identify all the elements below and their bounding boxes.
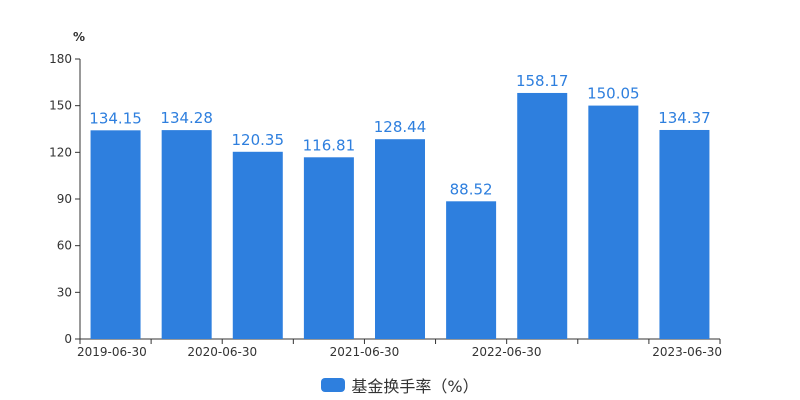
- bar[interactable]: [446, 201, 497, 339]
- bar-value-label: 88.52: [450, 180, 493, 198]
- y-tick-label: 30: [57, 285, 72, 299]
- bar[interactable]: [517, 92, 568, 339]
- bar-value-label: 120.35: [232, 131, 285, 149]
- bars: [90, 92, 710, 339]
- x-tick-label: 2022-06-30: [472, 345, 542, 359]
- y-tick-label: 180: [49, 52, 72, 66]
- legend[interactable]: 基金换手率（%）: [0, 372, 800, 398]
- bar-value-label: 116.81: [303, 136, 356, 154]
- y-tick-label: 150: [49, 99, 72, 113]
- bar[interactable]: [303, 157, 354, 339]
- x-tick-label: 2019-06-30: [77, 345, 147, 359]
- bar[interactable]: [659, 129, 710, 339]
- bar[interactable]: [375, 139, 425, 339]
- y-tick-label: 90: [57, 192, 72, 206]
- bar[interactable]: [161, 130, 212, 339]
- y-tick-label: 120: [49, 145, 72, 159]
- bar-value-label: 134.28: [160, 109, 213, 127]
- y-axis: 0 30 60 90 120 150 180: [49, 52, 81, 346]
- x-axis: 2019-06-30 2020-06-30 2021-06-30 2022-06-30…: [77, 338, 722, 359]
- bar[interactable]: [90, 130, 141, 339]
- x-tick-label: 2020-06-30: [187, 345, 257, 359]
- x-tick-label: 2021-06-30: [330, 345, 400, 359]
- bar-value-label: 128.44: [374, 118, 427, 136]
- legend-label: 基金换手率（%）: [351, 377, 479, 396]
- bar-value-label: 134.15: [89, 109, 142, 127]
- bar-value-label: 158.17: [516, 72, 569, 90]
- bar[interactable]: [588, 105, 639, 339]
- legend-swatch: [321, 378, 346, 392]
- bar-value-label: 150.05: [587, 85, 640, 103]
- data-labels: 134.15 134.28 120.35 116.81 128.44 88.52 158.1…: [89, 72, 710, 198]
- y-tick-label: 0: [64, 332, 72, 346]
- x-tick-label: 2023-06-30: [652, 345, 722, 359]
- y-tick-label: 60: [57, 239, 72, 253]
- y-unit-label: %: [73, 30, 85, 44]
- bar-value-label: 134.37: [658, 109, 711, 127]
- bar[interactable]: [232, 151, 283, 339]
